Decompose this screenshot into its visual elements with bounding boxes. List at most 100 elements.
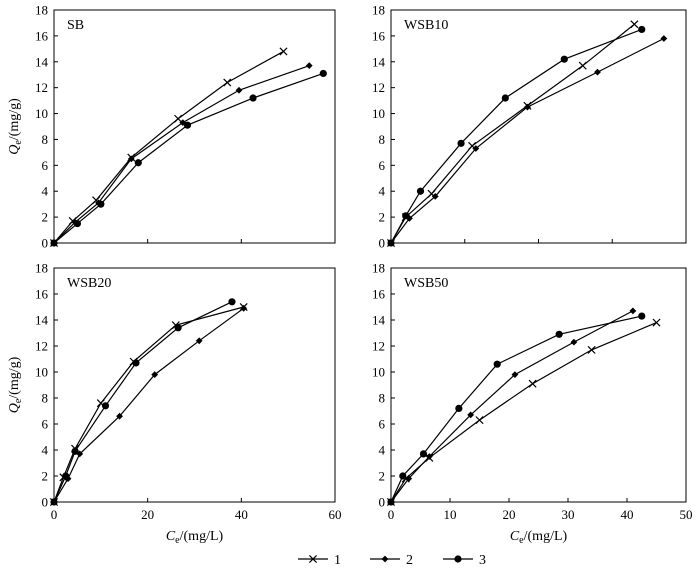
y-tick-label: 2 [42,210,49,225]
legend-marker [381,555,389,563]
data-point [132,359,140,367]
data-point [127,155,135,163]
y-tick-label: 16 [372,287,386,302]
plot-frame [390,267,687,503]
data-point [71,447,79,455]
data-point [174,324,182,332]
x-tick-label: 0 [51,507,58,522]
series-line [390,28,642,244]
series-1 [386,20,639,248]
y-tick-label: 6 [379,417,386,432]
y-tick-label: 10 [35,365,48,380]
data-point [101,402,110,410]
series-1 [49,302,248,507]
data-point [528,379,537,388]
series-line [390,322,657,503]
data-point [629,307,637,315]
data-point [578,61,587,70]
legend-label: 1 [334,553,341,568]
y-axis-label: Qe/(mg/g) [7,356,24,413]
x-tick-label: 20 [503,507,516,522]
data-point [524,103,531,111]
data-point [151,371,159,378]
y-tick-label: 16 [35,287,49,302]
y-tick-label: 0 [42,236,49,251]
data-point [249,94,257,102]
series-3 [50,298,236,506]
data-point [73,219,82,228]
data-point [183,121,192,129]
plot-frame [53,267,336,503]
series-2 [50,62,313,247]
y-tick-label: 6 [42,417,49,432]
data-point [387,498,395,506]
data-point [425,453,433,460]
data-point [493,360,501,368]
y-tick-label: 4 [379,443,386,458]
data-point [240,304,248,312]
data-point [228,298,236,306]
legend-item-3: 3 [443,553,486,568]
data-point [475,416,484,425]
y-tick-label: 14 [372,54,386,69]
y-tick-label: 4 [42,184,49,199]
y-tick-label: 14 [35,313,49,328]
y-axis-label: Qe/(mg/g) [7,98,24,155]
data-point [405,475,413,482]
x-tick-label: 30 [562,507,575,522]
series-3 [387,312,646,506]
panel-wsb50: 0 2 4 6 8 10 12 14 16 18 0 10 20 30 40 50 WSB50 Ce/(mg/L) [372,261,693,547]
data-point [319,69,327,78]
x-tick-label: 10 [444,507,457,522]
data-point [50,498,58,506]
x-tick-label: 50 [680,507,693,522]
data-point [594,68,601,76]
data-point [660,35,668,42]
y-tick-label: 8 [379,391,386,406]
y-tick-label: 0 [42,495,49,510]
y-tick-label: 2 [379,469,386,484]
panel-label: WSB50 [404,276,448,291]
data-point [630,20,639,29]
series-1 [386,318,661,507]
y-tick-label: 4 [379,184,386,199]
series-line [390,23,635,244]
y-tick-label: 8 [42,132,49,147]
series-2 [50,304,248,506]
panel-wsb20: 0 2 4 6 8 10 12 14 16 18 0 20 40 60 WSB20 Qe/(mg/g) Ce/(… [7,261,342,547]
data-point [555,330,563,338]
data-point [235,86,243,94]
x-tick-label: 0 [388,507,395,522]
panel-label: WSB10 [404,18,448,33]
data-point [560,55,568,63]
data-point [97,200,105,208]
y-tick-label: 16 [35,28,49,43]
y-tick-label: 18 [35,3,48,18]
data-point [399,472,407,480]
data-point [195,337,203,345]
data-point [419,450,428,458]
plot-frame [390,9,687,244]
data-point [406,215,413,222]
x-axis-label: Ce/(mg/L) [510,529,568,546]
y-tick-label: 14 [35,54,49,69]
data-point [455,404,463,412]
y-tick-label: 12 [372,339,385,354]
panel-sb: 0 2 4 6 8 10 12 14 16 18 SB Qe/(mg/g) [7,3,336,251]
y-tick-label: 0 [379,495,386,510]
y-tick-label: 6 [379,158,386,173]
data-point [472,145,480,152]
y-tick-label: 18 [372,261,385,276]
data-point [457,139,465,147]
x-tick-label: 40 [621,507,634,522]
y-tick-label: 10 [35,106,48,121]
y-tick-label: 8 [379,132,386,147]
series-line [390,37,665,244]
data-point [305,62,313,70]
data-point [638,25,646,34]
data-point [62,472,70,480]
y-tick-label: 12 [372,80,385,95]
data-point [50,239,58,247]
data-point [638,312,646,320]
